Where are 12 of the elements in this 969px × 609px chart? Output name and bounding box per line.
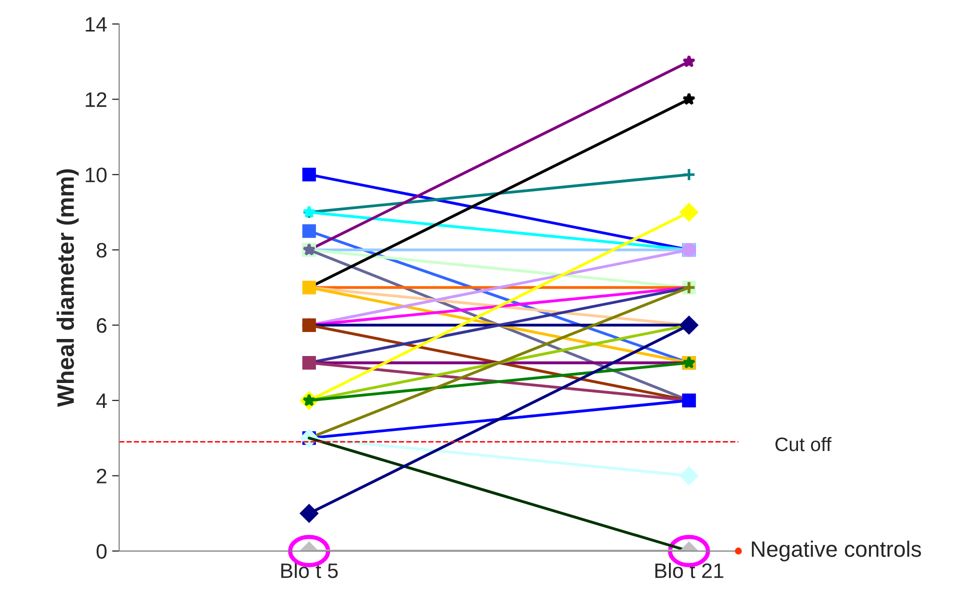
- y-tick-label: 0: [96, 544, 107, 559]
- y-tick-label: 2: [96, 468, 106, 484]
- y-tick-label: 4: [96, 394, 107, 408]
- y-tick-label: 12: [86, 92, 106, 107]
- y-tick-label: 6: [96, 318, 106, 333]
- y-tick-label: 10: [86, 168, 107, 182]
- y-tick-label: 8: [96, 242, 106, 258]
- y-axis-title: Wheal diameter (mm): [56, 169, 79, 407]
- y-tick-label: 14: [86, 17, 107, 32]
- ref-line-label: Cut off: [775, 436, 832, 452]
- x-tick-label: Blo t 5: [281, 562, 338, 578]
- annotation: Negative controls: [752, 540, 921, 562]
